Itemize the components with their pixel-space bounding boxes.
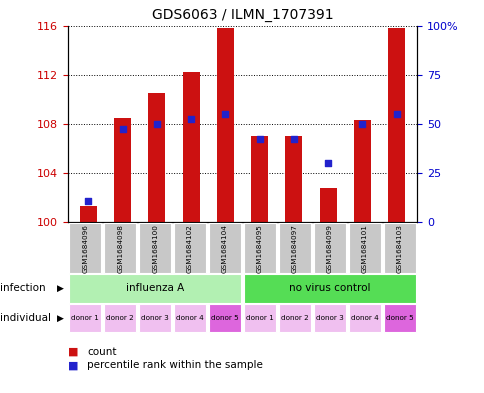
Text: ■: ■ <box>68 360 78 371</box>
Point <box>221 111 229 117</box>
Text: ▶: ▶ <box>57 284 64 293</box>
Bar <box>182 72 199 222</box>
Text: GSM1684101: GSM1684101 <box>361 224 367 273</box>
Text: donor 5: donor 5 <box>211 315 239 321</box>
Bar <box>387 28 404 222</box>
Text: GSM1684096: GSM1684096 <box>82 224 88 273</box>
Text: donor 4: donor 4 <box>176 315 204 321</box>
Text: donor 1: donor 1 <box>71 315 99 321</box>
Bar <box>148 93 165 222</box>
Bar <box>114 118 131 222</box>
Text: donor 5: donor 5 <box>385 315 413 321</box>
Point <box>84 198 92 205</box>
Text: donor 4: donor 4 <box>350 315 378 321</box>
Point <box>119 126 126 132</box>
Point <box>187 116 195 122</box>
Point <box>358 121 365 127</box>
Point <box>289 136 297 142</box>
Text: influenza A: influenza A <box>126 283 184 294</box>
Text: GSM1684095: GSM1684095 <box>257 224 262 273</box>
Text: no virus control: no virus control <box>288 283 370 294</box>
Text: percentile rank within the sample: percentile rank within the sample <box>87 360 263 371</box>
Text: GSM1684098: GSM1684098 <box>117 224 123 273</box>
Text: donor 3: donor 3 <box>315 315 343 321</box>
Text: individual: individual <box>0 313 51 323</box>
Bar <box>251 136 268 222</box>
Text: GSM1684100: GSM1684100 <box>152 224 158 273</box>
Bar <box>319 188 336 222</box>
Text: ▶: ▶ <box>57 314 64 322</box>
Text: ■: ■ <box>68 347 78 357</box>
Text: GSM1684097: GSM1684097 <box>291 224 297 273</box>
Bar <box>285 136 302 222</box>
Text: GSM1684103: GSM1684103 <box>396 224 402 273</box>
Title: GDS6063 / ILMN_1707391: GDS6063 / ILMN_1707391 <box>151 8 333 22</box>
Bar <box>80 206 97 222</box>
Text: donor 1: donor 1 <box>245 315 273 321</box>
Point <box>323 160 331 166</box>
Text: GSM1684099: GSM1684099 <box>326 224 332 273</box>
Text: count: count <box>87 347 117 357</box>
Point <box>255 136 263 142</box>
Text: GSM1684102: GSM1684102 <box>187 224 193 273</box>
Text: donor 3: donor 3 <box>141 315 169 321</box>
Point <box>392 111 400 117</box>
Bar <box>216 28 233 222</box>
Text: GSM1684104: GSM1684104 <box>222 224 227 273</box>
Text: infection: infection <box>0 283 46 294</box>
Bar <box>353 120 370 222</box>
Text: donor 2: donor 2 <box>106 315 134 321</box>
Point <box>153 121 161 127</box>
Text: donor 2: donor 2 <box>280 315 308 321</box>
